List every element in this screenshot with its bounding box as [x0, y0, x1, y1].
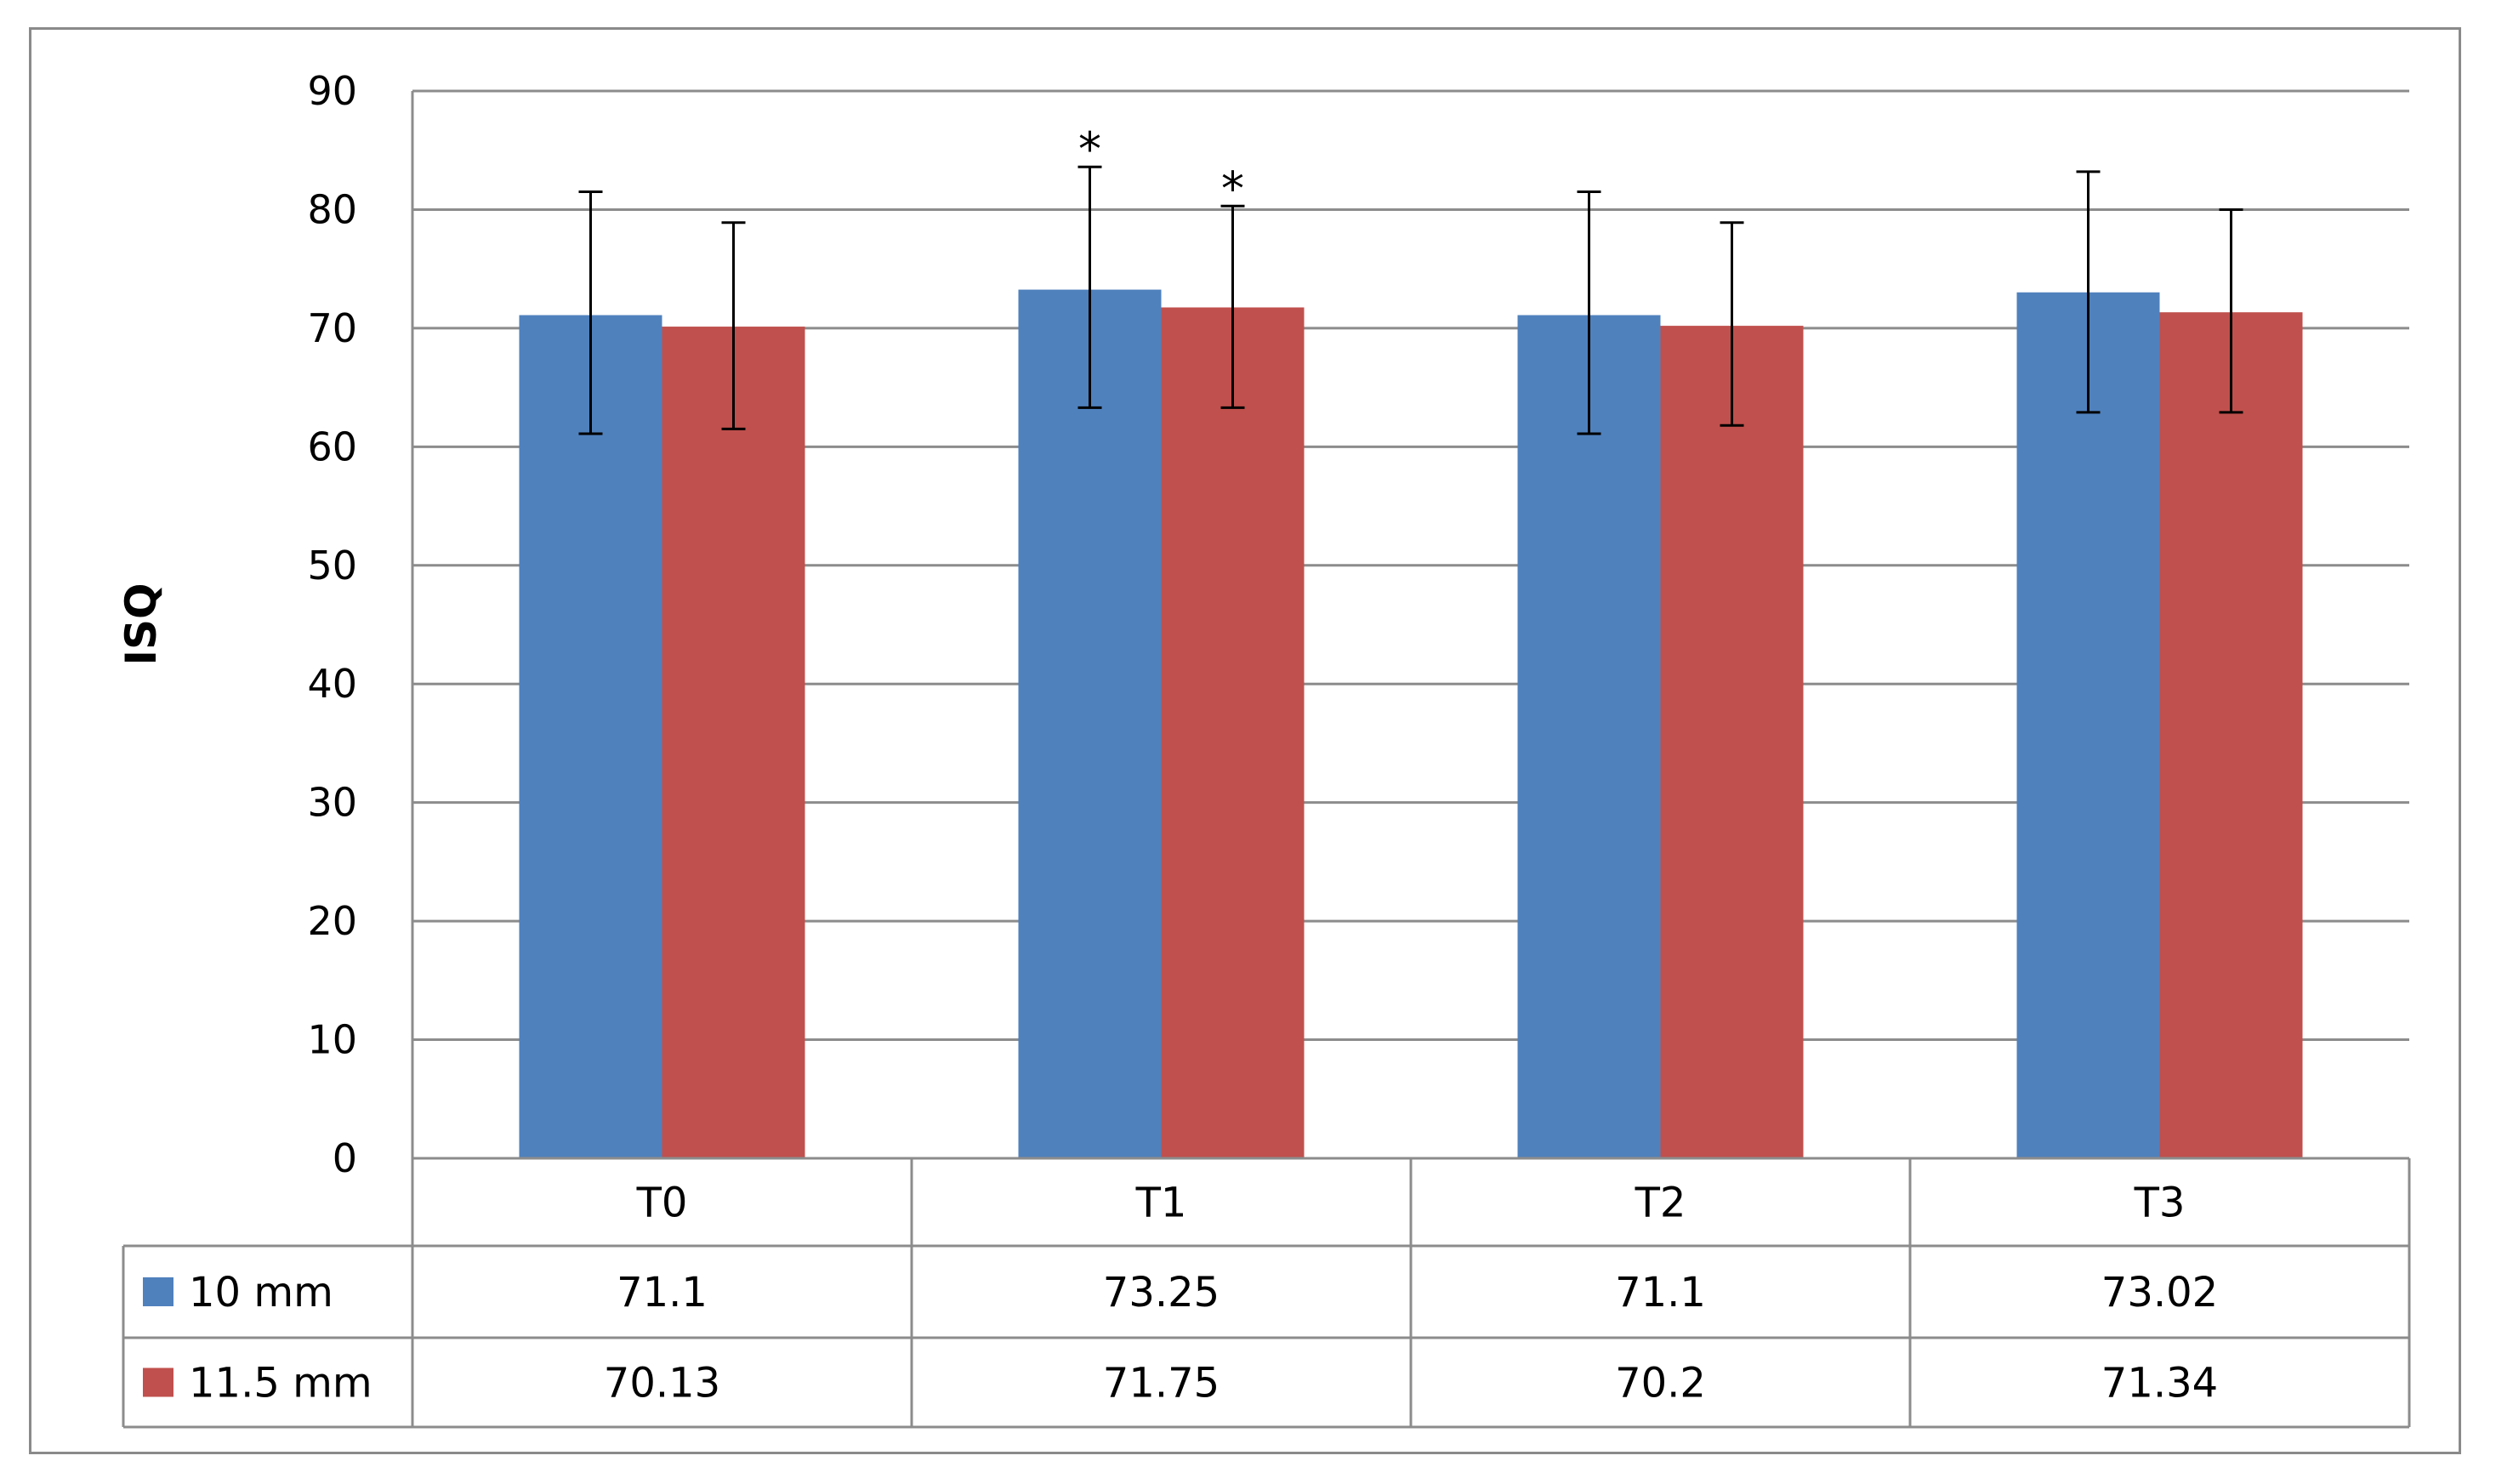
bars: [519, 289, 2303, 1159]
y-axis-tick-labels: 0 10 20 30 40 50 60 70 80 90: [307, 68, 357, 1181]
table-value: 71.1: [617, 1269, 708, 1316]
table-value: 71.1: [1615, 1269, 1706, 1316]
bar: [2159, 312, 2303, 1158]
y-tick-label: 50: [307, 543, 357, 588]
legend-swatch: [143, 1367, 173, 1397]
bar: [1018, 289, 1162, 1158]
data-table: T0 T1 T2 T3 10 mm 71.1 73.25 71.1 73.02 11.5 mm 70…: [122, 1157, 2411, 1429]
table-value: 73.25: [1103, 1269, 1220, 1316]
y-tick-label: 10: [307, 1017, 357, 1063]
bar: [662, 327, 805, 1158]
table-value: 71.75: [1103, 1360, 1220, 1407]
bar: [1161, 307, 1305, 1159]
y-axis-label: ISQ: [117, 583, 166, 665]
category-label: T3: [2134, 1180, 2186, 1227]
y-tick-label: 90: [307, 68, 357, 114]
error-bars: [578, 165, 2243, 435]
y-tick-label: 80: [307, 186, 357, 232]
bar: [519, 315, 662, 1158]
category-label: T2: [1635, 1180, 1686, 1227]
category-label: T0: [636, 1180, 688, 1227]
significance-markers: **: [1078, 122, 1244, 215]
significance-asterisk: *: [1221, 162, 1244, 215]
table-value: 70.2: [1615, 1360, 1706, 1407]
bar: [1517, 315, 1661, 1158]
legend-label: 10 mm: [189, 1269, 333, 1316]
bar: [1660, 326, 1804, 1159]
legend-label: 11.5 mm: [189, 1360, 372, 1407]
category-label: T1: [1135, 1180, 1187, 1227]
y-tick-label: 30: [307, 780, 357, 826]
bar: [2016, 292, 2160, 1158]
y-tick-label: 20: [307, 898, 357, 944]
y-tick-label: 60: [307, 424, 357, 469]
y-tick-label: 70: [307, 305, 357, 351]
legend-swatch: [143, 1277, 173, 1306]
significance-asterisk: *: [1078, 122, 1101, 176]
y-tick-label: 0: [333, 1135, 357, 1181]
table-value: 70.13: [604, 1360, 720, 1407]
y-tick-label: 40: [307, 661, 357, 707]
table-value: 71.34: [2101, 1360, 2218, 1407]
table-value: 73.02: [2101, 1269, 2218, 1316]
